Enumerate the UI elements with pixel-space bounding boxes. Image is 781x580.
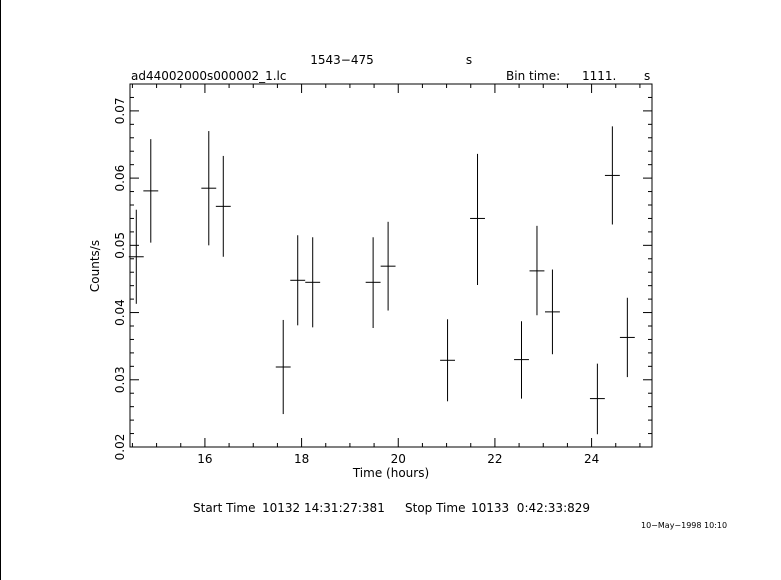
data-point xyxy=(544,269,560,355)
data-point xyxy=(143,139,159,243)
bin-time-label: Bin time: xyxy=(506,69,560,83)
data-point xyxy=(290,235,306,326)
data-point xyxy=(215,155,231,257)
file-name: ad44002000s000002_1.lc xyxy=(131,69,287,83)
y-tick-label: 0.03 xyxy=(113,366,127,393)
bin-time-value: 1111. xyxy=(582,69,616,83)
y-tick-label: 0.07 xyxy=(113,98,127,125)
start-time-label: Start Time xyxy=(193,501,256,515)
data-point xyxy=(201,131,217,246)
x-tick-label: 20 xyxy=(391,452,406,466)
data-point xyxy=(529,225,545,316)
data-points xyxy=(128,126,635,435)
data-point xyxy=(128,209,144,304)
bin-time-unit: s xyxy=(644,69,650,83)
data-point xyxy=(604,126,620,225)
y-tick-label: 0.02 xyxy=(113,434,127,461)
data-point xyxy=(514,321,529,399)
data-point xyxy=(589,363,605,435)
source-suffix: s xyxy=(466,53,472,67)
x-tick-label: 18 xyxy=(294,452,309,466)
plot-frame xyxy=(129,83,653,448)
x-tick-label: 24 xyxy=(584,452,599,466)
y-axis-title: Counts/s xyxy=(88,240,102,292)
stop-time-value: 10133 0:42:33:829 xyxy=(471,501,590,515)
start-time-value: 10132 14:31:27:381 xyxy=(262,501,385,515)
data-point xyxy=(305,237,321,328)
page-edge-line xyxy=(0,0,1,580)
data-point xyxy=(275,319,291,415)
x-axis-title: Time (hours) xyxy=(352,466,429,480)
stop-time-label: Stop Time xyxy=(405,501,465,515)
x-tick-label: 16 xyxy=(197,452,212,466)
data-point xyxy=(380,221,396,311)
data-point xyxy=(619,297,635,378)
x-tick-labels: 16 18 20 22 24 xyxy=(197,452,599,466)
y-tick-label: 0.04 xyxy=(113,299,127,326)
y-tick-labels: 0.02 0.03 0.04 0.05 0.06 0.07 xyxy=(113,98,127,461)
plot-date-stamp: 10−May−1998 10:10 xyxy=(641,521,727,530)
y-tick-label: 0.06 xyxy=(113,165,127,192)
data-point xyxy=(440,319,455,402)
x-tick-label: 22 xyxy=(487,452,502,466)
data-point xyxy=(365,237,381,329)
source-name: 1543−475 xyxy=(310,53,374,67)
y-tick-label: 0.05 xyxy=(113,232,127,259)
data-point xyxy=(470,153,485,285)
axis-ticks xyxy=(130,83,652,448)
